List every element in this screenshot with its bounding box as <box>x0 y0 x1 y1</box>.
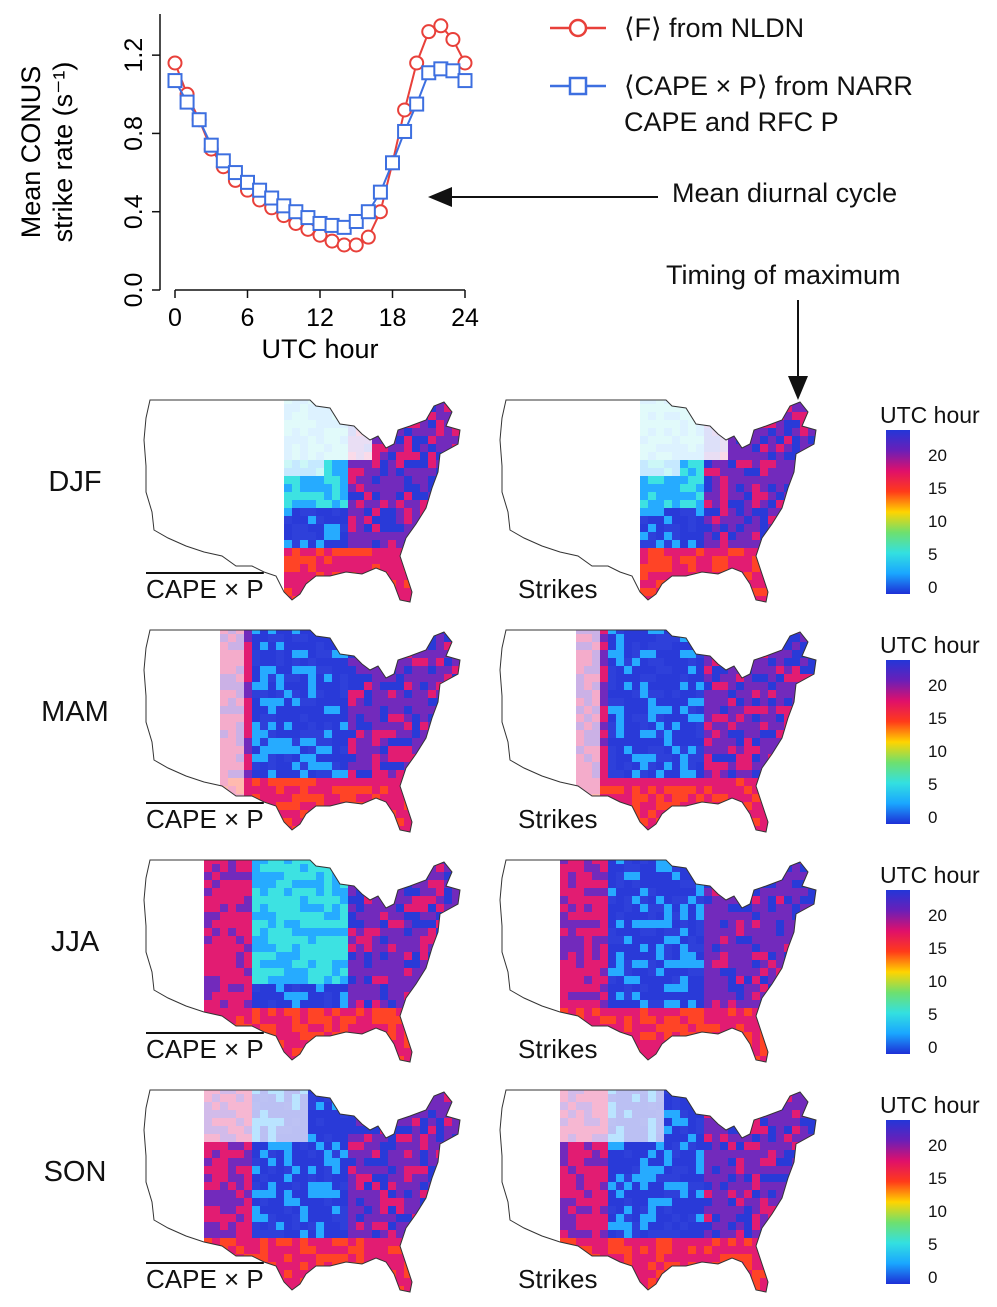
colorbar-tick-label: 0 <box>928 1268 937 1288</box>
colorbar-utc-hour <box>886 660 910 824</box>
colorbar-tick-label: 0 <box>928 578 937 598</box>
map-jja-strikes: Strikes <box>496 856 836 1072</box>
colorbar-tick-label: 20 <box>928 906 947 926</box>
map-caption-cape-p: CAPE × P <box>146 574 264 605</box>
colorbar-tick-label: 5 <box>928 1005 937 1025</box>
colorbar-utc-hour <box>886 890 910 1054</box>
season-label-jja: JJA <box>10 926 140 959</box>
colorbar-utc-hour <box>886 430 910 594</box>
colorbar-tick-label: 5 <box>928 1235 937 1255</box>
colorbar-tick-label: 0 <box>928 808 937 828</box>
map-caption-cape-p: CAPE × P <box>146 804 264 835</box>
map-caption-strikes: Strikes <box>518 1264 597 1295</box>
map-son-cape: CAPE × P <box>140 1086 480 1302</box>
map-mam-strikes: Strikes <box>496 626 836 842</box>
season-label-son: SON <box>10 1156 140 1189</box>
colorbar-tick-label: 10 <box>928 512 947 532</box>
colorbar-utc-hour <box>886 1120 910 1284</box>
colorbar-tick-label: 20 <box>928 676 947 696</box>
colorbar-title: UTC hour <box>880 862 980 889</box>
colorbar-title: UTC hour <box>880 1092 980 1119</box>
colorbar-tick-label: 20 <box>928 446 947 466</box>
colorbar-tick-label: 10 <box>928 742 947 762</box>
colorbar-tick-label: 10 <box>928 1202 947 1222</box>
colorbar-tick-label: 0 <box>928 1038 937 1058</box>
map-caption-strikes: Strikes <box>518 574 597 605</box>
map-caption-cape-p: CAPE × P <box>146 1264 264 1295</box>
colorbar-tick-label: 20 <box>928 1136 947 1156</box>
map-caption-strikes: Strikes <box>518 1034 597 1065</box>
map-jja-cape: CAPE × P <box>140 856 480 1072</box>
map-mam-cape: CAPE × P <box>140 626 480 842</box>
colorbar-tick-label: 5 <box>928 775 937 795</box>
map-djf-strikes: Strikes <box>496 396 836 612</box>
map-caption-strikes: Strikes <box>518 804 597 835</box>
season-label-djf: DJF <box>10 466 140 499</box>
colorbar-tick-label: 15 <box>928 1169 947 1189</box>
colorbar-tick-label: 15 <box>928 479 947 499</box>
map-son-strikes: Strikes <box>496 1086 836 1302</box>
season-label-mam: MAM <box>10 696 140 729</box>
colorbar-tick-label: 5 <box>928 545 937 565</box>
colorbar-title: UTC hour <box>880 402 980 429</box>
colorbar-tick-label: 15 <box>928 939 947 959</box>
colorbar-tick-label: 10 <box>928 972 947 992</box>
map-caption-cape-p: CAPE × P <box>146 1034 264 1065</box>
map-djf-cape: CAPE × P <box>140 396 480 612</box>
colorbar-tick-label: 15 <box>928 709 947 729</box>
colorbar-title: UTC hour <box>880 632 980 659</box>
annotation-arrows <box>0 0 997 410</box>
